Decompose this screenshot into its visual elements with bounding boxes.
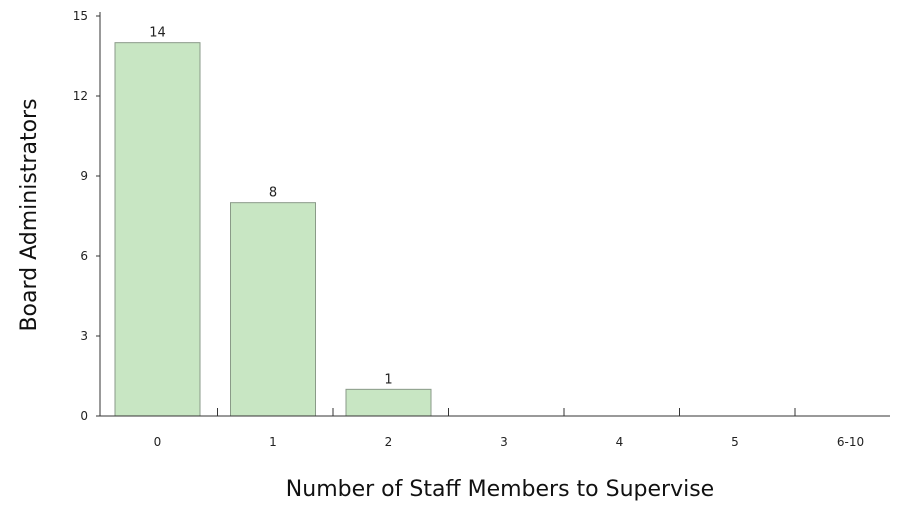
labels-layer: 14 8 1: [149, 26, 392, 388]
x-tick-label: 1: [269, 435, 277, 449]
y-tick-label: 3: [80, 329, 88, 343]
y-tick-label: 6: [80, 249, 88, 263]
bar: [345, 388, 432, 417]
data-label: 14: [149, 26, 166, 41]
y-tick-label: 15: [73, 9, 88, 23]
y-axis-title: Board Administrators: [17, 98, 42, 331]
y-tick-label: 12: [73, 89, 88, 103]
x-tick-label: 5: [731, 435, 739, 449]
bars-layer: [114, 42, 432, 417]
bar: [114, 42, 201, 417]
bar: [230, 202, 316, 417]
x-tick-label: 4: [616, 435, 624, 449]
x-tick-label: 6-10: [837, 435, 864, 449]
data-label: 8: [269, 186, 277, 201]
y-tick-label: 9: [80, 169, 88, 183]
axes-layer: [99, 12, 890, 417]
data-label: 1: [384, 372, 392, 387]
x-axis-title: Number of Staff Members to Supervise: [286, 477, 714, 502]
x-tick-label: 3: [500, 435, 508, 449]
x-tick-label: 2: [385, 435, 393, 449]
y-tick-label: 0: [80, 409, 88, 423]
x-tick-label: 0: [154, 435, 162, 449]
